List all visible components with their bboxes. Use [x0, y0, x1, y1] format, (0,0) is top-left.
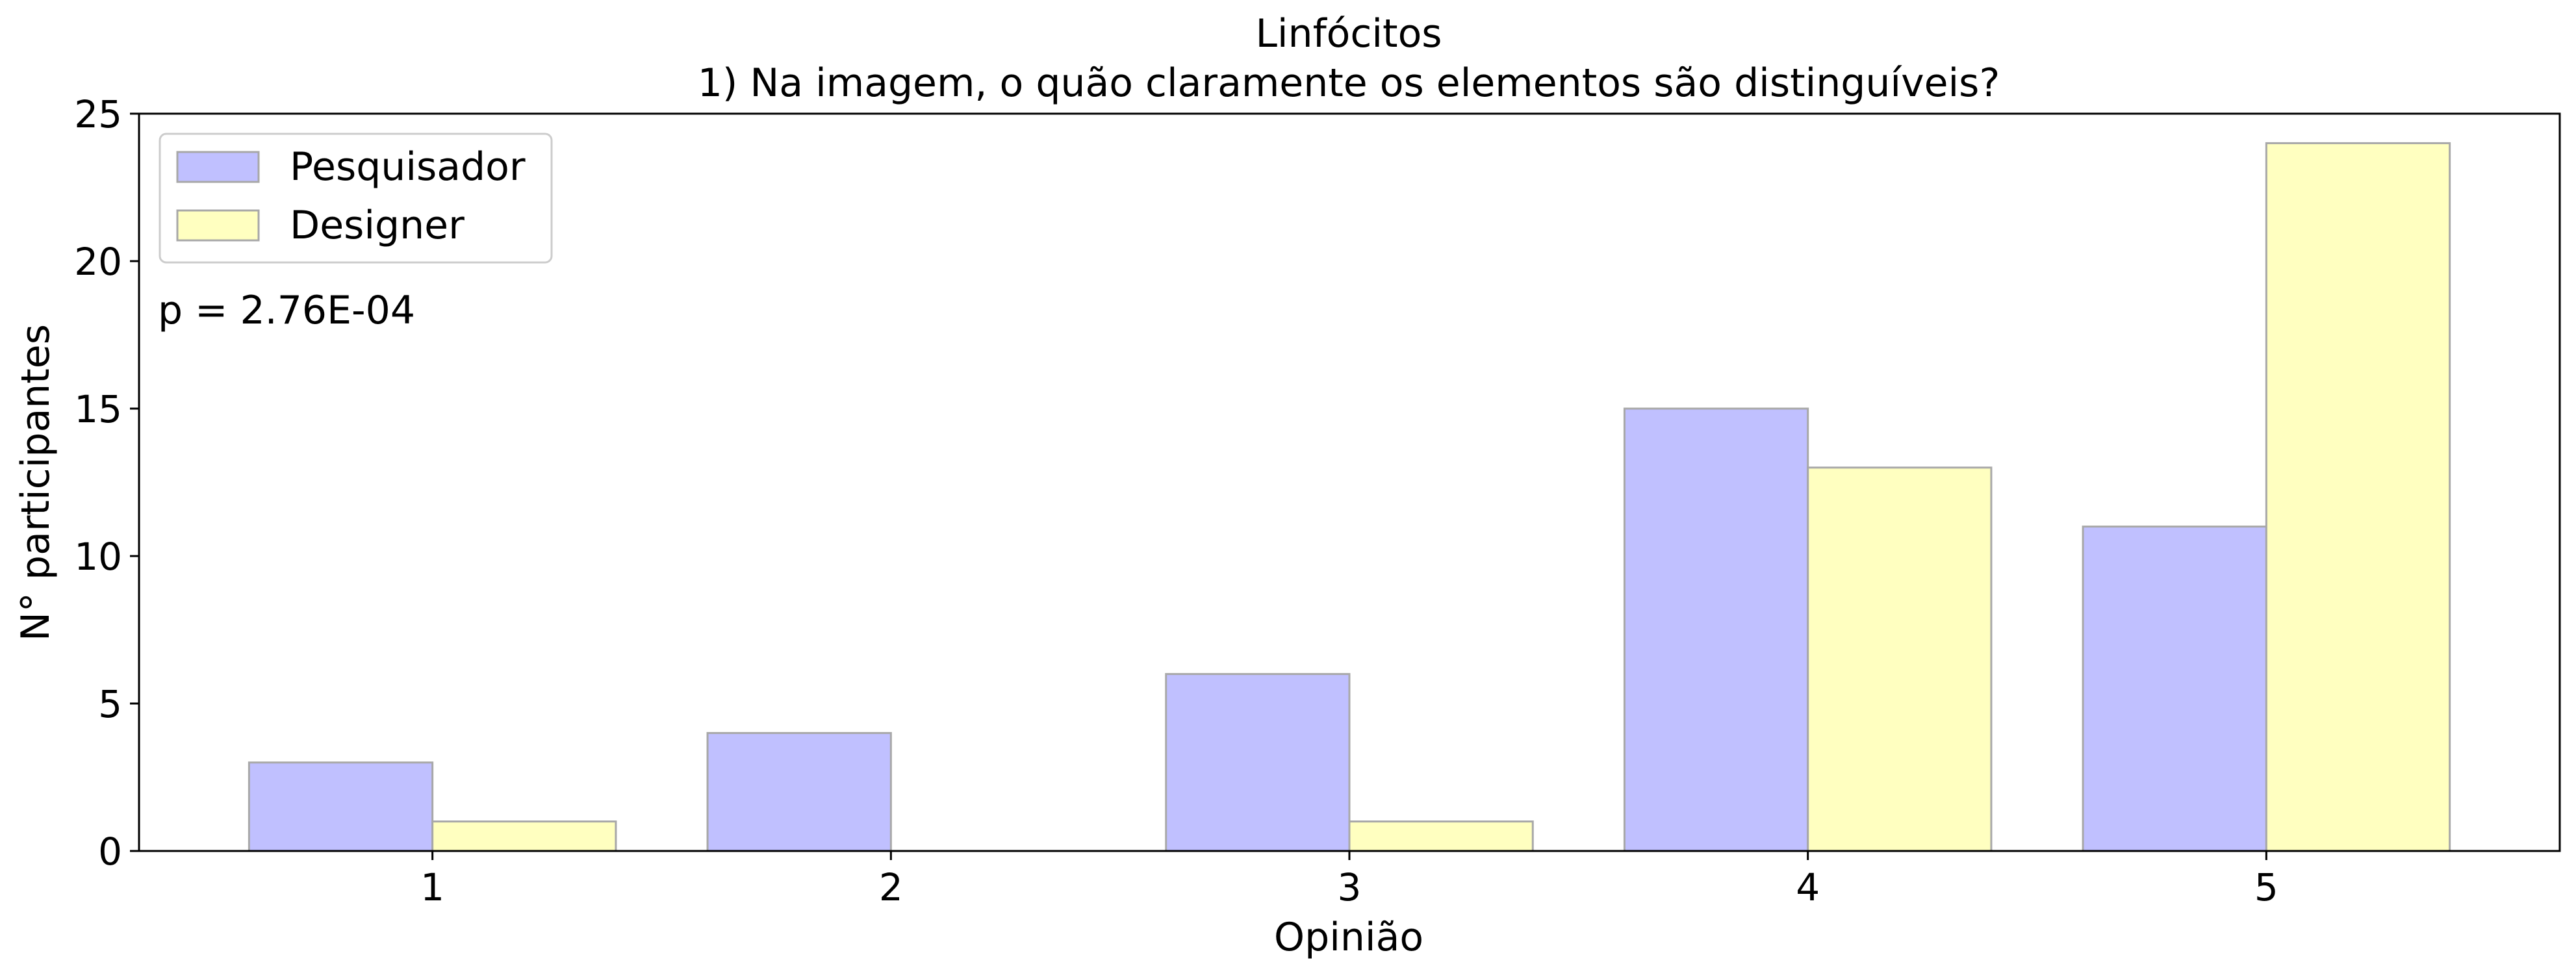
- bar-pesquisador-2: [706, 731, 892, 852]
- y-tick-label: 15: [74, 387, 122, 431]
- y-tick-label: 0: [98, 830, 122, 874]
- bar-designer-1: [431, 820, 617, 852]
- p-value-annotation: p = 2.76E-04: [158, 288, 415, 333]
- x-axis: 1 2 3 4 5: [420, 851, 2278, 909]
- y-axis: 0 5 10 15 20 25: [74, 92, 139, 874]
- bar-pesquisador-1: [248, 761, 434, 852]
- legend: Pesquisador Designer: [159, 133, 553, 264]
- bar-pesquisador-3: [1165, 673, 1351, 852]
- legend-label-pesquisador: Pesquisador: [290, 144, 526, 190]
- y-tick-label: 5: [98, 682, 122, 726]
- x-tick-label: 5: [2254, 865, 2278, 909]
- y-tick-label: 20: [74, 240, 122, 284]
- x-axis-label: Opinião: [1274, 915, 1423, 960]
- legend-label-designer: Designer: [290, 203, 465, 248]
- chart-title: Linfócitos: [1255, 11, 1442, 57]
- y-axis-label: N° participantes: [13, 324, 58, 641]
- legend-swatch-pesquisador: [176, 151, 260, 183]
- bar-pesquisador-5: [2082, 526, 2267, 852]
- y-tick-label: 10: [74, 535, 122, 579]
- bars-layer: [248, 142, 2451, 852]
- bar-pesquisador-4: [1623, 407, 1809, 852]
- bar-designer-5: [2265, 142, 2451, 852]
- bar-designer-4: [1807, 466, 1993, 852]
- legend-swatch-designer: [176, 209, 260, 242]
- x-tick-label: 3: [1338, 865, 1362, 909]
- y-tick-label: 25: [74, 92, 122, 136]
- bar-designer-3: [1348, 820, 1534, 852]
- chart-subtitle: 1) Na imagem, o quão claramente os eleme…: [698, 60, 2000, 106]
- x-tick-label: 1: [420, 865, 444, 909]
- x-tick-label: 4: [1796, 865, 1820, 909]
- x-tick-label: 2: [879, 865, 903, 909]
